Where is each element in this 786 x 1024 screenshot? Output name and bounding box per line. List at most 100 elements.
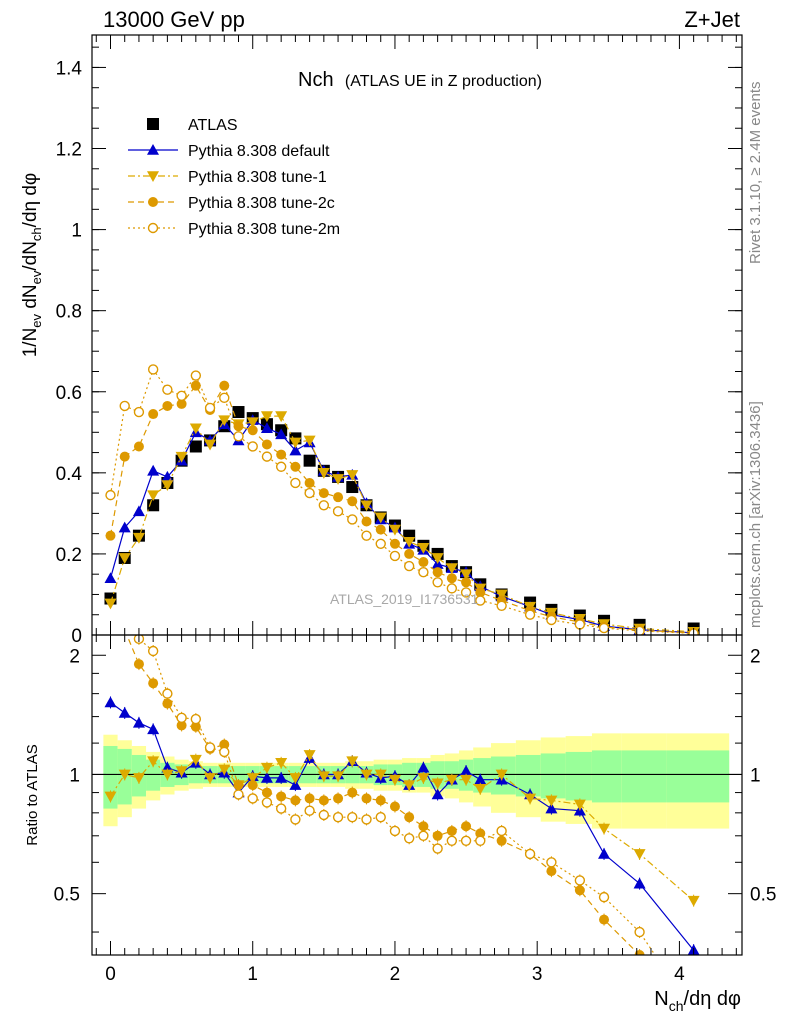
ratio-point-pythia-8-308-default	[132, 716, 145, 728]
series-line-pythia-8-308-tune-1	[109, 415, 694, 633]
ratio-point-pythia-8-308-tune-2m	[524, 848, 536, 860]
data-point-pythia-8-308-tune-2m	[403, 560, 415, 572]
legend-label-pythia-8-308-tune-1: Pythia 8.308 tune-1	[188, 169, 327, 186]
ratio-panel	[104, 635, 700, 987]
ratio-point-pythia-8-308-tune-2m	[147, 645, 159, 657]
ratio-point-pythia-8-308-tune-2c	[574, 885, 585, 896]
ratio-point-pythia-8-308-tune-2m	[598, 891, 610, 903]
data-point-pythia-8-308-tune-1	[275, 411, 288, 423]
data-point-atlas	[232, 406, 245, 419]
mcplots-label: mcplots.cern.ch [arXiv:1306.3436]	[747, 401, 764, 628]
ratio-point-pythia-8-308-tune-2m	[375, 811, 386, 823]
data-point-pythia-8-308-tune-1	[246, 417, 259, 429]
data-point-pythia-8-308-tune-2c	[404, 548, 415, 559]
data-point-pythia-8-308-tune-1	[403, 536, 416, 548]
data-point-pythia-8-308-tune-2c	[162, 400, 173, 411]
data-point-pythia-8-308-tune-1	[388, 524, 401, 536]
ratio-point-pythia-8-308-default	[289, 779, 302, 790]
data-point-pythia-8-308-tune-2m	[432, 577, 443, 588]
data-point-pythia-8-308-tune-1	[360, 500, 373, 512]
ratio-point-pythia-8-308-tune-2m	[496, 825, 507, 837]
ratio-point-pythia-8-308-tune-2c	[261, 787, 272, 798]
data-point-pythia-8-308-tune-2c	[233, 421, 244, 432]
ratio-point-pythia-8-308-tune-1	[132, 773, 145, 784]
ratio-point-pythia-8-308-tune-2c	[276, 791, 287, 802]
ratio-point-pythia-8-308-tune-1	[431, 778, 444, 790]
data-point-pythia-8-308-tune-1	[132, 532, 145, 544]
data-point-pythia-8-308-tune-2m	[598, 622, 610, 634]
data-point-pythia-8-308-tune-2c	[446, 573, 457, 584]
ratio-point-pythia-8-308-tune-2m	[446, 835, 458, 846]
plot-title: Nch (ATLAS UE in Z production)	[298, 69, 542, 91]
main-panel	[104, 364, 700, 635]
data-point-pythia-8-308-tune-1	[332, 474, 345, 485]
ratio-point-pythia-8-308-tune-2c	[546, 866, 557, 877]
data-point-pythia-8-308-tune-2c	[418, 557, 429, 568]
data-point-pythia-8-308-tune-2m	[190, 370, 202, 381]
data-point-pythia-8-308-tune-2c	[361, 516, 372, 527]
ratio-tick-label: 1	[69, 765, 80, 786]
x-tick-label: 4	[674, 964, 685, 985]
ratio-point-pythia-8-308-tune-1	[346, 756, 359, 768]
ratio-point-pythia-8-308-tune-2m	[247, 793, 258, 804]
svg-text:Nch (ATLAS UE in Z produ: Nch (ATLAS UE in Z production)	[298, 69, 542, 91]
data-point-pythia-8-308-tune-2m	[418, 566, 429, 578]
series-line-pythia-8-308-default	[109, 419, 694, 634]
x-tick-label: 3	[532, 964, 543, 985]
ratio-point-pythia-8-308-tune-2c	[162, 698, 173, 709]
legend-label-pythia-8-308-default: Pythia 8.308 default	[188, 143, 330, 160]
ratio-point-pythia-8-308-tune-2c	[446, 825, 457, 836]
ratio-panel-frame	[91, 634, 743, 956]
ratio-point-pythia-8-308-tune-2m	[418, 830, 429, 841]
ratio-point-pythia-8-308-tune-1	[403, 780, 416, 792]
ratio-point-pythia-8-308-tune-2m	[432, 843, 443, 854]
ratio-point-pythia-8-308-tune-2c	[389, 801, 400, 812]
data-point-pythia-8-308-default	[260, 422, 273, 434]
ratio-point-pythia-8-308-tune-1	[161, 769, 174, 781]
data-point-pythia-8-308-tune-2m	[261, 451, 273, 462]
ratio-point-pythia-8-308-tune-1	[545, 795, 558, 807]
data-point-pythia-8-308-tune-2c	[176, 398, 187, 409]
ratio-point-pythia-8-308-tune-2c	[190, 721, 201, 732]
data-point-pythia-8-308-tune-2m	[546, 614, 557, 626]
data-point-pythia-8-308-default	[132, 505, 145, 517]
data-point-pythia-8-308-tune-2m	[460, 587, 472, 598]
header-right: Z+Jet	[684, 7, 740, 32]
y-tick-label: 1.4	[56, 58, 83, 79]
ratio-point-pythia-8-308-tune-1	[317, 771, 330, 783]
ratio-point-pythia-8-308-default	[147, 723, 160, 735]
data-point-pythia-8-308-tune-2m	[119, 400, 130, 412]
ratio-point-pythia-8-308-tune-2c	[689, 977, 699, 987]
data-point-pythia-8-308-tune-1	[417, 543, 430, 554]
ratio-band-inner	[146, 759, 161, 791]
data-point-pythia-8-308-tune-2c	[347, 496, 358, 507]
legend-label-atlas: ATLAS	[188, 117, 238, 134]
data-point-pythia-8-308-tune-2m	[475, 595, 486, 606]
data-point-pythia-8-308-tune-2c	[333, 492, 344, 503]
data-point-pythia-8-308-tune-1	[175, 451, 188, 463]
data-point-pythia-8-308-tune-2m	[318, 500, 330, 511]
ratio-point-pythia-8-308-tune-2m	[389, 825, 401, 837]
data-point-atlas	[147, 499, 160, 512]
ratio-line-pythia-8-308-default	[110, 702, 695, 951]
ratio-point-pythia-8-308-tune-1	[633, 849, 646, 860]
data-point-pythia-8-308-tune-1	[189, 423, 202, 435]
ratio-point-pythia-8-308-tune-2m	[347, 811, 358, 823]
ratio-point-pythia-8-308-tune-1	[260, 762, 273, 774]
ratio-point-pythia-8-308-default	[633, 877, 646, 889]
y-tick-label: 0.4	[56, 464, 83, 485]
legend-marker-pythia-8-308-default	[147, 144, 159, 155]
ratio-point-pythia-8-308-tune-1	[388, 774, 401, 786]
ratio-point-pythia-8-308-tune-1	[460, 774, 473, 786]
x-tick-label: 0	[105, 964, 116, 985]
ratio-point-pythia-8-308-tune-2m	[162, 688, 173, 699]
ratio-point-pythia-8-308-tune-2c	[432, 830, 443, 841]
ratio-point-pythia-8-308-tune-2m	[460, 835, 472, 846]
legend-label-pythia-8-308-tune-2m: Pythia 8.308 tune-2m	[188, 221, 340, 238]
data-point-pythia-8-308-tune-1	[495, 589, 508, 601]
data-point-pythia-8-308-tune-2c	[475, 587, 486, 598]
ratio-point-pythia-8-308-tune-1	[204, 773, 217, 784]
ratio-tick-label-right: 0.5	[750, 885, 776, 906]
ratio-point-pythia-8-308-tune-2c	[496, 835, 507, 846]
data-point-pythia-8-308-tune-2m	[347, 514, 358, 525]
